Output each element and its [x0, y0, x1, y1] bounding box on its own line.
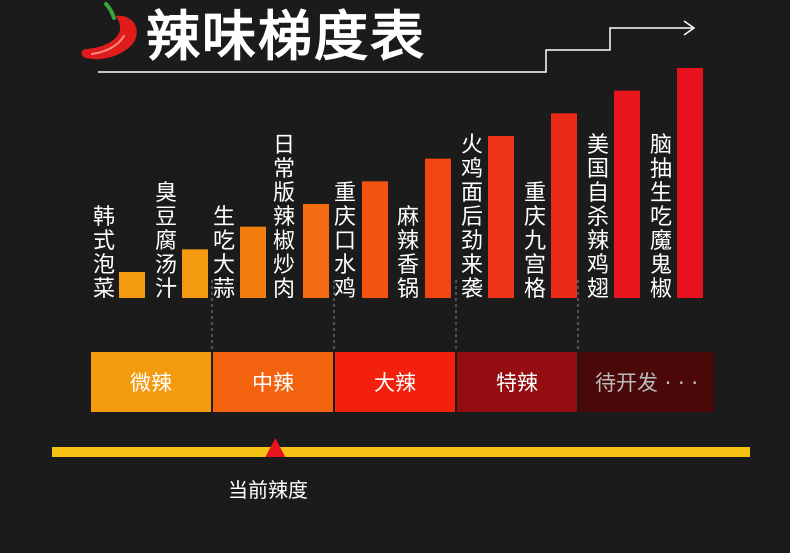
zone-5: 待开发 · · ·: [579, 352, 714, 412]
bar-1: [119, 272, 145, 298]
title-step-line: [98, 27, 692, 73]
bar-2: [182, 249, 208, 298]
bar-7: [488, 136, 514, 298]
category-label-9: 美国自杀辣鸡翅: [587, 133, 609, 302]
bar-6: [425, 158, 451, 298]
zone-3: 大辣: [335, 352, 455, 412]
zone-4: 特辣: [457, 352, 577, 412]
indicator-track: [52, 447, 750, 457]
step-arrow-head-icon: [683, 20, 696, 36]
zone-2: 中辣: [213, 352, 333, 412]
bar-9: [614, 90, 640, 299]
zone-1: 微辣: [91, 352, 211, 412]
category-label-10: 脑抽生吃魔鬼椒: [650, 133, 672, 302]
chili-stem-icon: [104, 2, 116, 20]
category-label-5: 重庆口水鸡: [334, 181, 356, 302]
page-title: 辣味梯度表: [146, 5, 426, 68]
category-label-2: 臭豆腐汤汁: [155, 181, 177, 302]
category-label-7: 火鸡面后劲来袭: [461, 133, 483, 302]
chili-pepper-icon: [81, 15, 137, 60]
bar-5: [362, 181, 388, 298]
category-label-3: 生吃大蒜: [213, 205, 235, 302]
bar-10: [677, 68, 703, 298]
category-label-4: 日常版辣椒炒肉: [273, 133, 295, 302]
current-level-label: 当前辣度: [228, 478, 308, 502]
bar-4: [303, 204, 329, 298]
bar-8: [551, 113, 577, 298]
current-level-marker-icon: [265, 438, 286, 457]
category-label-8: 重庆九宫格: [524, 181, 546, 302]
category-label-1: 韩式泡菜: [93, 205, 115, 302]
chili-highlight-icon: [91, 35, 125, 55]
category-label-6: 麻辣香锅: [397, 205, 419, 302]
bar-3: [240, 226, 266, 298]
